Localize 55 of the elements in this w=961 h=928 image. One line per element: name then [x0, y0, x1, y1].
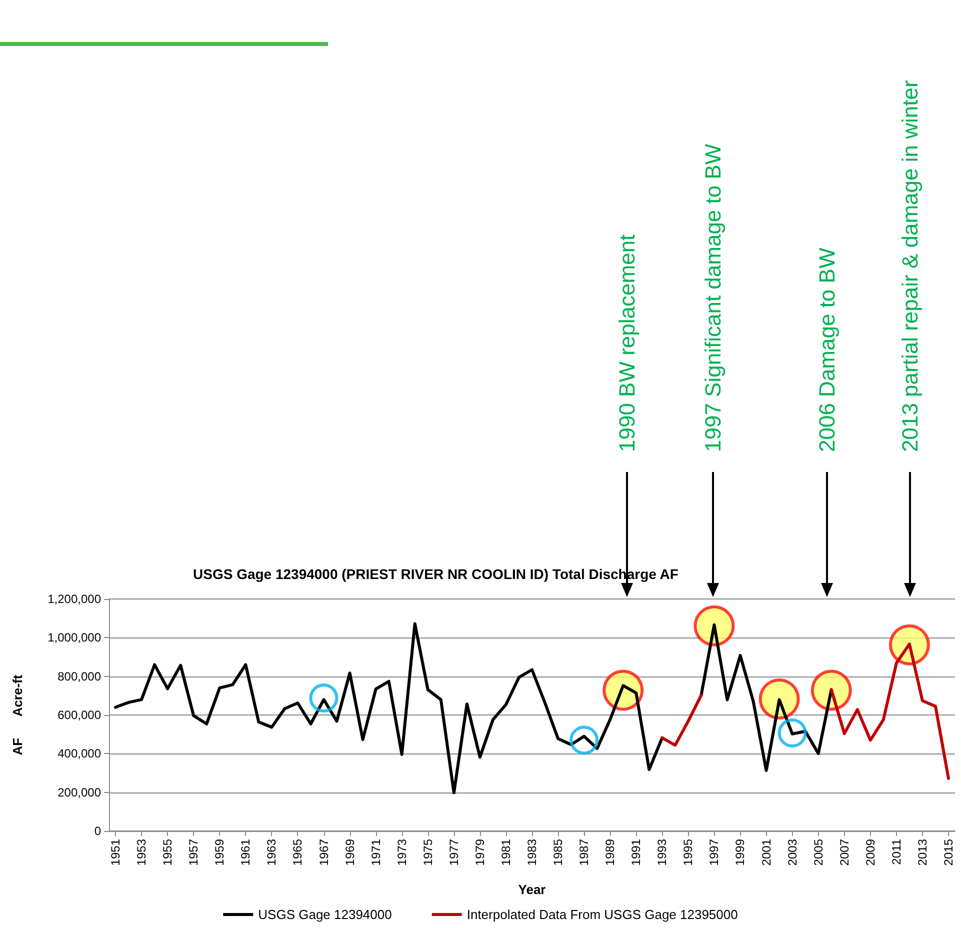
x-tick-label: 1991 [629, 838, 644, 866]
x-tick-label: 1997 [707, 838, 722, 866]
y-tick-label: 200,000 [58, 785, 102, 800]
text: 2006 Damage to BW [814, 248, 840, 452]
x-tick-label: 1985 [551, 838, 566, 866]
x-tick-label: 2001 [759, 838, 774, 866]
text: 2013 partial repair & damage in winter [898, 80, 922, 452]
x-axis-title: Year [518, 882, 546, 897]
x-tick-label: 1987 [577, 838, 592, 866]
x-tick-label: 1993 [655, 838, 670, 866]
text: 1990 BW replacement [614, 234, 640, 452]
x-tick-label: 2015 [941, 838, 956, 866]
x-tick-label: 1999 [733, 838, 748, 866]
y-axis-title: AF Acre-ft [10, 674, 25, 756]
x-tick-label: 1963 [264, 838, 279, 866]
x-tick-label: 1983 [525, 838, 539, 866]
y-tick-label: 400,000 [58, 746, 102, 761]
y-tick-label: 800,000 [58, 669, 102, 684]
x-tick-label: 1989 [603, 838, 618, 866]
x-tick-label: 1967 [316, 838, 331, 866]
x-tick-label: 1953 [134, 838, 149, 866]
x-tick-label: 1981 [498, 838, 513, 866]
x-tick-label: 1959 [212, 838, 227, 866]
point [570, 726, 599, 755]
x-tick-label: 2005 [811, 838, 826, 866]
x-tick-label: 1961 [238, 838, 253, 866]
y-tick-label: 1,200,000 [48, 592, 102, 606]
x-tick-label: 1969 [342, 838, 357, 866]
x-tick-label: 1965 [290, 838, 305, 866]
point [694, 605, 735, 646]
y-tick-label: 1,000,000 [48, 630, 102, 645]
x-tick-label: 2009 [863, 838, 878, 866]
x-tick-label: 1957 [186, 838, 201, 866]
y-tick-label: 0 [94, 824, 102, 838]
x-tick-label: 2007 [837, 838, 852, 866]
x-tick-label: 1955 [160, 838, 175, 866]
x-tick-label: 2013 [915, 838, 930, 866]
point [778, 718, 807, 748]
y-tick-label: 600,000 [58, 708, 102, 722]
legend-label: USGS Gage 12394000 [258, 907, 392, 922]
point [810, 670, 852, 711]
point [888, 624, 930, 666]
x-tick-label: 1977 [446, 838, 461, 866]
x-tick-label: 1973 [394, 838, 409, 866]
text: 1997 Significant damage to BW [700, 144, 726, 452]
x-tick-label: 1995 [681, 838, 696, 866]
legend-label: Interpolated Data From USGS Gage 12395000 [466, 907, 738, 922]
x-tick-label: 1951 [108, 838, 123, 866]
x-tick-label: 1971 [368, 838, 383, 866]
x-tick-label: 1979 [472, 838, 487, 866]
x-tick-label: 2003 [785, 838, 800, 866]
point [758, 678, 800, 720]
point [309, 683, 338, 712]
x-tick-label: 1975 [420, 838, 435, 866]
x-tick-label: 2011 [889, 838, 904, 865]
